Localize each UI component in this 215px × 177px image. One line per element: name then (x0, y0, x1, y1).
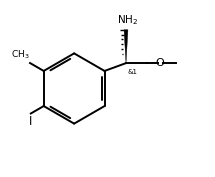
Text: O: O (156, 58, 165, 68)
Text: I: I (29, 115, 32, 128)
Text: NH$_2$: NH$_2$ (117, 13, 138, 27)
Text: CH$_3$: CH$_3$ (11, 49, 29, 61)
Polygon shape (124, 30, 128, 63)
Text: &1: &1 (128, 69, 138, 75)
